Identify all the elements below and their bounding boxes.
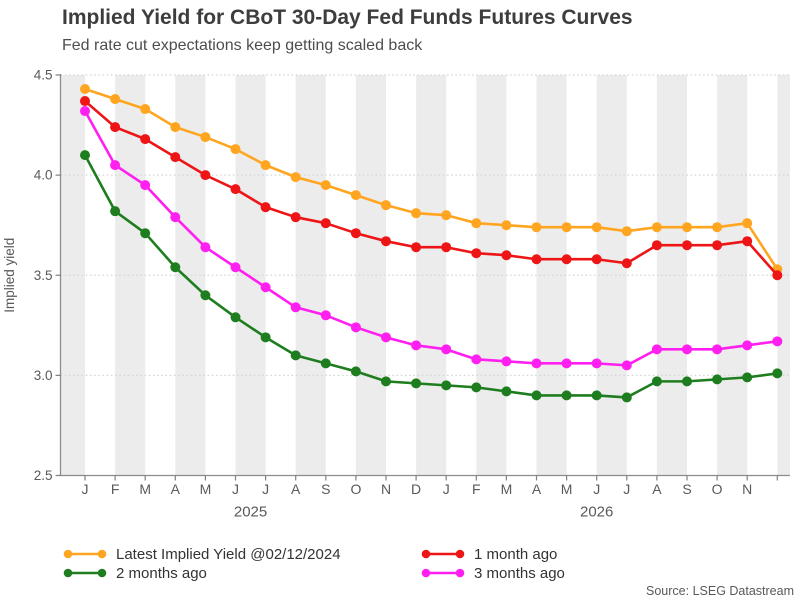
svg-text:M: M — [501, 481, 513, 497]
svg-text:3.0: 3.0 — [34, 368, 53, 383]
svg-text:A: A — [652, 481, 662, 497]
legend-marker-icon — [63, 549, 107, 559]
svg-text:J: J — [593, 481, 600, 497]
svg-text:A: A — [171, 481, 181, 497]
svg-text:2025: 2025 — [234, 504, 267, 521]
svg-text:N: N — [381, 481, 391, 497]
legend-label: 2 months ago — [116, 564, 207, 582]
legend-label: 3 months ago — [474, 564, 565, 582]
svg-text:J: J — [82, 481, 89, 497]
svg-text:J: J — [623, 481, 630, 497]
svg-text:N: N — [742, 481, 752, 497]
svg-text:O: O — [712, 481, 723, 497]
svg-text:3.5: 3.5 — [34, 268, 53, 283]
legend-item-1-month-ago: 1 month ago — [420, 545, 557, 563]
svg-text:M: M — [561, 481, 573, 497]
svg-text:J: J — [232, 481, 239, 497]
svg-text:J: J — [443, 481, 450, 497]
svg-text:2026: 2026 — [580, 504, 613, 521]
legend-label: Latest Implied Yield @02/12/2024 — [116, 545, 341, 563]
svg-text:D: D — [411, 481, 421, 497]
legend-item-latest-implied-yield: Latest Implied Yield @02/12/2024 — [62, 545, 341, 563]
svg-text:M: M — [200, 481, 212, 497]
chart-subtitle: Fed rate cut expectations keep getting s… — [62, 37, 423, 54]
svg-text:A: A — [532, 481, 542, 497]
legend-marker-icon — [63, 568, 107, 578]
legend-marker-icon — [421, 568, 465, 578]
legend-item-2-months-ago: 2 months ago — [62, 564, 207, 582]
svg-text:F: F — [111, 481, 120, 497]
plot-area: 2.5 3.0 3.5 4.0 4.5 J F M A M J J A S O N D J F M A M J J A S O N 20… — [2, 68, 790, 521]
svg-text:J: J — [262, 481, 269, 497]
svg-text:S: S — [682, 481, 691, 497]
chart-title: Implied Yield for CBoT 30-Day Fed Funds … — [62, 6, 633, 29]
legend-item-3-months-ago: 3 months ago — [420, 564, 565, 582]
source-credit: Source: LSEG Datastream — [646, 584, 794, 598]
svg-text:2.5: 2.5 — [34, 468, 53, 483]
svg-text:S: S — [321, 481, 330, 497]
legend-marker-icon — [421, 549, 465, 559]
svg-text:M: M — [139, 481, 151, 497]
svg-text:O: O — [350, 481, 361, 497]
legend-label: 1 month ago — [474, 545, 558, 563]
svg-text:Implied yield: Implied yield — [2, 238, 17, 313]
svg-text:A: A — [291, 481, 301, 497]
svg-text:F: F — [472, 481, 481, 497]
svg-text:4.0: 4.0 — [34, 168, 53, 183]
svg-text:4.5: 4.5 — [34, 68, 53, 83]
